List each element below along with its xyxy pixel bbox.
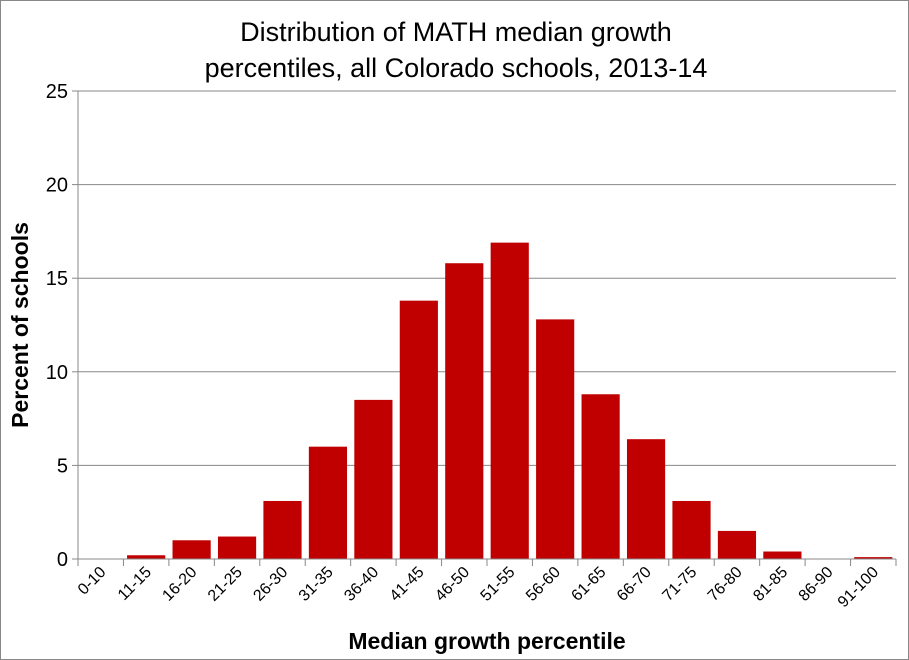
x-tick-label: 86-90 — [796, 564, 837, 605]
y-axis-label: Percent of schools — [7, 222, 33, 428]
bar-91-100 — [854, 557, 893, 559]
chart-title-line-1: Distribution of MATH median growth — [240, 17, 672, 47]
bar-66-70 — [626, 439, 666, 559]
x-tick-label: 41-45 — [387, 564, 428, 605]
y-tick-label: 25 — [46, 81, 68, 103]
x-tick-label: 21-25 — [205, 564, 246, 605]
bar-41-45 — [399, 300, 438, 559]
x-tick-label: 91-100 — [835, 564, 882, 611]
x-tick-label: 76-80 — [705, 564, 746, 605]
bar-81-85 — [763, 551, 802, 559]
x-axis-label: Median growth percentile — [348, 628, 625, 654]
x-tick-label: 31-35 — [296, 564, 337, 605]
y-tick-label: 10 — [46, 362, 68, 384]
y-tick-label: 5 — [57, 455, 68, 477]
x-tick-label: 16-20 — [159, 564, 200, 605]
bar-76-80 — [717, 530, 757, 559]
bar-31-35 — [308, 446, 348, 559]
bar-56-60 — [536, 319, 575, 559]
bar-26-30 — [263, 500, 302, 559]
bar-71-75 — [672, 500, 711, 559]
bar-11-15 — [127, 555, 166, 559]
bar-21-25 — [217, 536, 257, 559]
y-tick-label: 20 — [46, 175, 68, 197]
x-tick-label: 0-10 — [75, 564, 110, 599]
bar-16-20 — [172, 540, 211, 559]
y-tick-label: 15 — [46, 268, 68, 290]
bar-36-40 — [354, 399, 393, 559]
x-tick-label: 36-40 — [341, 564, 382, 605]
x-tick-label: 81-85 — [750, 564, 791, 605]
x-tick-label: 26-30 — [250, 564, 291, 605]
x-tick-label: 71-75 — [659, 564, 700, 605]
x-tick-label: 11-15 — [115, 564, 155, 604]
chart-title-line-2: percentiles, all Colorado schools, 2013-… — [205, 53, 708, 83]
bar-46-50 — [445, 263, 484, 559]
x-tick-label: 46-50 — [432, 564, 473, 605]
x-tick-label: 66-70 — [614, 564, 655, 605]
x-tick-label: 61-65 — [568, 564, 609, 605]
bar-61-65 — [581, 394, 620, 559]
y-tick-label: 0 — [57, 549, 68, 571]
bar-51-55 — [490, 242, 529, 559]
x-tick-label: 56-60 — [523, 564, 564, 605]
x-tick-label: 51-55 — [478, 564, 519, 605]
